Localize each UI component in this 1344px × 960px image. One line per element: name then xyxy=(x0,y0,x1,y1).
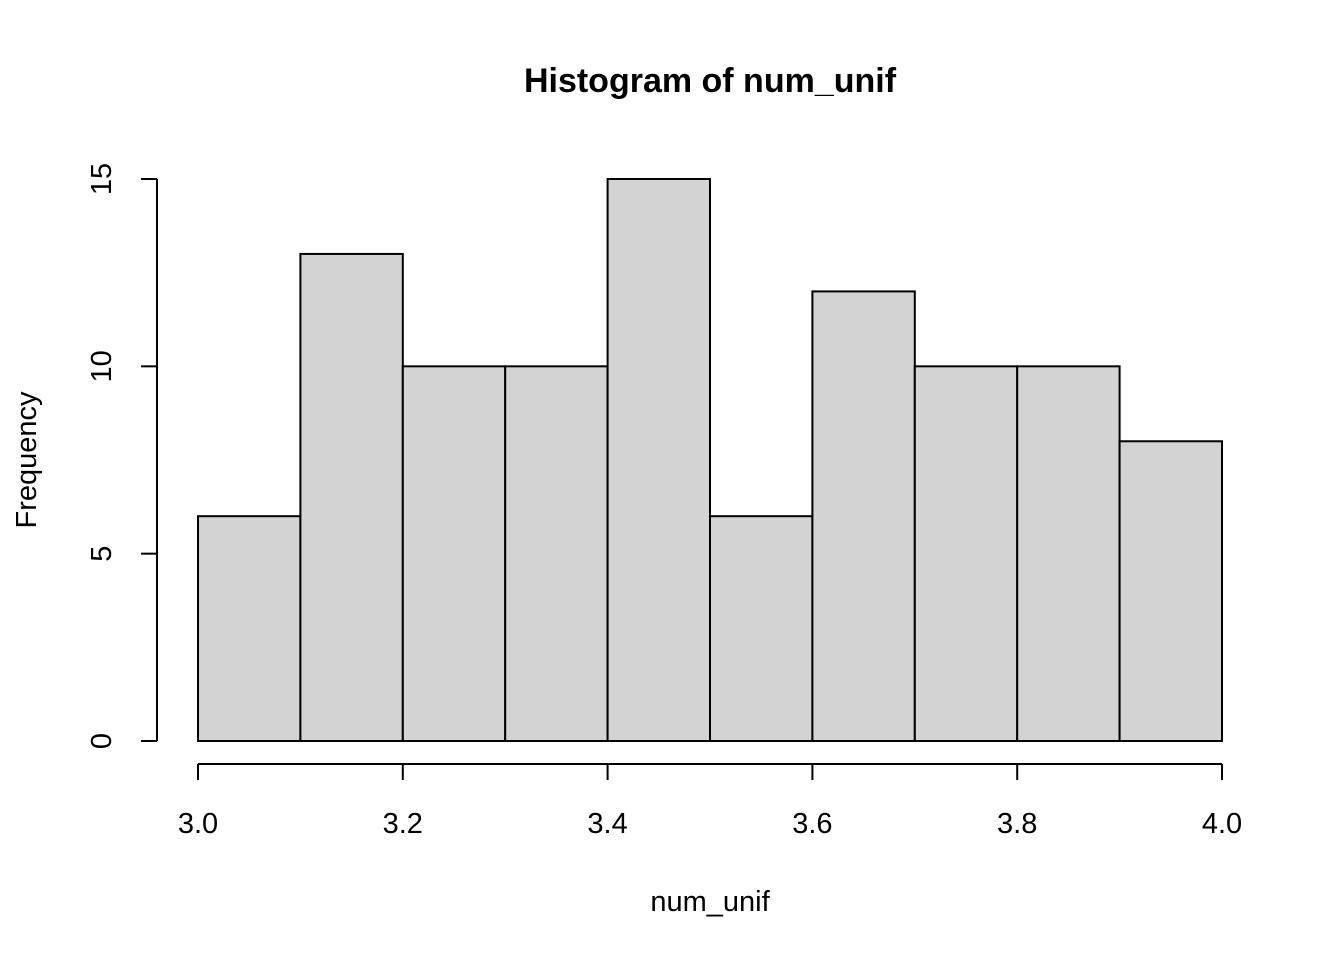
histogram-bar-6 xyxy=(811,290,916,742)
histogram-bar-0 xyxy=(197,515,302,743)
x-tick-label-1: 3.2 xyxy=(383,808,423,840)
x-tick-label-2: 3.4 xyxy=(587,808,627,840)
x-tick-label-0: 3.0 xyxy=(178,808,218,840)
y-tick-label-0: 0 xyxy=(86,733,118,749)
y-axis: 0 5 10 15 xyxy=(86,163,158,749)
x-axis-label: num_unif xyxy=(650,886,770,918)
histogram-bar-3 xyxy=(504,365,609,742)
histogram-bar-5 xyxy=(709,515,814,743)
x-tick-label-4: 3.8 xyxy=(997,808,1037,840)
histogram-bar-7 xyxy=(913,365,1019,742)
histogram-bar-8 xyxy=(1016,365,1121,742)
y-axis-label: Frequency xyxy=(11,391,43,529)
histogram-bar-2 xyxy=(401,365,507,742)
x-tick-label-3: 3.6 xyxy=(792,808,832,840)
histogram-bar-4 xyxy=(606,178,711,742)
y-tick-label-3: 15 xyxy=(86,163,118,195)
chart-title: Histogram of num_unif xyxy=(524,62,897,100)
histogram-bar-9 xyxy=(1118,440,1223,742)
y-tick-label-1: 5 xyxy=(86,546,118,562)
histogram-bar-1 xyxy=(299,252,404,743)
x-tick-label-5: 4.0 xyxy=(1202,808,1242,840)
bars-group xyxy=(197,178,1223,743)
y-tick-label-2: 10 xyxy=(86,350,118,382)
x-axis: 3.0 3.2 3.4 3.6 3.8 4.0 xyxy=(178,763,1242,840)
